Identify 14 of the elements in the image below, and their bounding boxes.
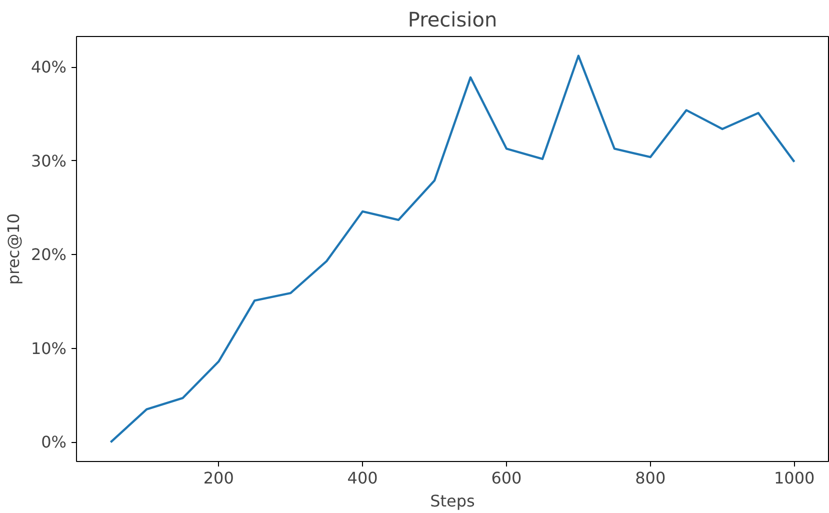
y-tick-label: 20%: [30, 245, 66, 264]
line-series: [110, 54, 796, 444]
x-tick-label: 1000: [774, 468, 815, 488]
y-axis-title: prec@10: [4, 213, 23, 285]
y-tick-label: 0%: [41, 432, 67, 452]
x-tick-label: 400: [347, 468, 378, 488]
x-tick-label: 200: [203, 468, 234, 488]
y-tick-label: 30%: [30, 151, 66, 170]
x-tick-label: 800: [635, 468, 666, 488]
y-tick-label: 10%: [30, 338, 66, 358]
chart-title: Precision: [408, 8, 498, 32]
x-axis-title: Steps: [430, 492, 475, 510]
x-tick-label: 600: [491, 468, 522, 488]
y-tick-label: 40%: [30, 58, 66, 77]
